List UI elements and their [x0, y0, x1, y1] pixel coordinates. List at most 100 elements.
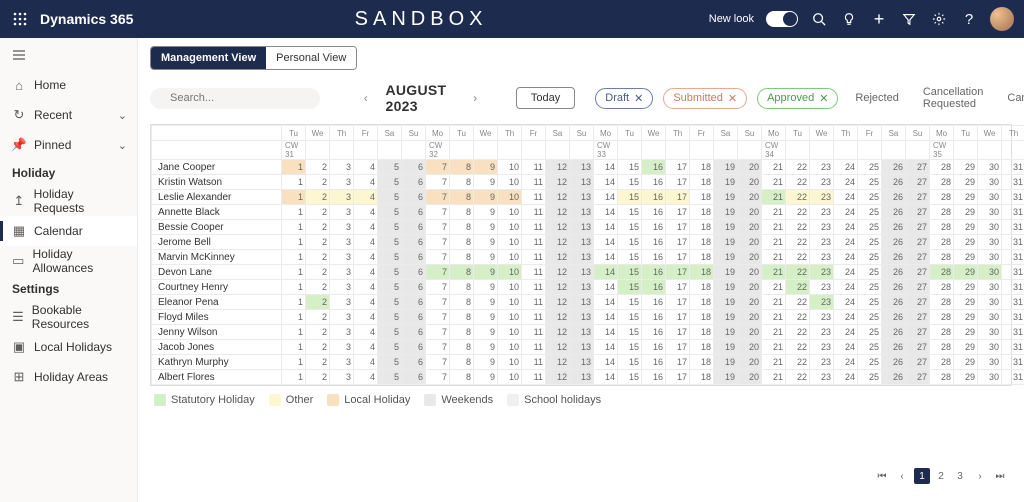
- day-cell[interactable]: 30: [978, 295, 1002, 310]
- day-cell[interactable]: 10: [498, 295, 522, 310]
- day-cell[interactable]: 19: [714, 265, 738, 280]
- filter-cancelled[interactable]: Cancelled: [1000, 88, 1024, 108]
- day-cell[interactable]: 9: [474, 280, 498, 295]
- day-cell[interactable]: 27: [906, 205, 930, 220]
- day-cell[interactable]: 17: [666, 205, 690, 220]
- day-cell[interactable]: 9: [474, 190, 498, 205]
- day-cell[interactable]: 7: [426, 355, 450, 370]
- day-cell[interactable]: 18: [690, 250, 714, 265]
- day-cell[interactable]: 31: [1002, 295, 1024, 310]
- day-cell[interactable]: 26: [882, 295, 906, 310]
- day-cell[interactable]: 4: [354, 280, 378, 295]
- day-cell[interactable]: 27: [906, 310, 930, 325]
- close-icon[interactable]: ✕: [634, 92, 643, 105]
- day-cell[interactable]: 11: [522, 325, 546, 340]
- day-cell[interactable]: 2: [306, 370, 330, 385]
- day-cell[interactable]: 3: [330, 370, 354, 385]
- day-cell[interactable]: 9: [474, 265, 498, 280]
- day-cell[interactable]: 5: [378, 160, 402, 175]
- day-cell[interactable]: 29: [954, 370, 978, 385]
- help-icon[interactable]: ?: [960, 10, 978, 28]
- day-cell[interactable]: 16: [642, 295, 666, 310]
- next-month-button[interactable]: ›: [469, 91, 480, 105]
- day-cell[interactable]: 29: [954, 325, 978, 340]
- day-cell[interactable]: 10: [498, 205, 522, 220]
- nav-holiday-allowances[interactable]: ▭Holiday Allowances: [0, 246, 137, 276]
- day-cell[interactable]: 7: [426, 280, 450, 295]
- day-cell[interactable]: 21: [762, 280, 786, 295]
- day-cell[interactable]: 3: [330, 250, 354, 265]
- day-cell[interactable]: 2: [306, 250, 330, 265]
- day-cell[interactable]: 20: [738, 220, 762, 235]
- day-cell[interactable]: 11: [522, 370, 546, 385]
- day-cell[interactable]: 15: [618, 190, 642, 205]
- day-cell[interactable]: 12: [546, 355, 570, 370]
- day-cell[interactable]: 30: [978, 220, 1002, 235]
- day-cell[interactable]: 16: [642, 235, 666, 250]
- day-cell[interactable]: 18: [690, 310, 714, 325]
- day-cell[interactable]: 5: [378, 190, 402, 205]
- day-cell[interactable]: 30: [978, 265, 1002, 280]
- day-cell[interactable]: 6: [402, 205, 426, 220]
- day-cell[interactable]: 11: [522, 340, 546, 355]
- day-cell[interactable]: 31: [1002, 220, 1024, 235]
- day-cell[interactable]: 15: [618, 280, 642, 295]
- day-cell[interactable]: 4: [354, 265, 378, 280]
- day-cell[interactable]: 8: [450, 175, 474, 190]
- day-cell[interactable]: 12: [546, 325, 570, 340]
- day-cell[interactable]: 15: [618, 370, 642, 385]
- day-cell[interactable]: 24: [834, 160, 858, 175]
- day-cell[interactable]: 6: [402, 370, 426, 385]
- day-cell[interactable]: 31: [1002, 370, 1024, 385]
- day-cell[interactable]: 23: [810, 325, 834, 340]
- day-cell[interactable]: 3: [330, 265, 354, 280]
- day-cell[interactable]: 9: [474, 175, 498, 190]
- day-cell[interactable]: 24: [834, 295, 858, 310]
- day-cell[interactable]: 5: [378, 280, 402, 295]
- day-cell[interactable]: 11: [522, 295, 546, 310]
- day-cell[interactable]: 12: [546, 220, 570, 235]
- day-cell[interactable]: 13: [570, 160, 594, 175]
- day-cell[interactable]: 28: [930, 175, 954, 190]
- nav-recent[interactable]: ↻Recent⌄: [0, 100, 137, 130]
- day-cell[interactable]: 19: [714, 325, 738, 340]
- day-cell[interactable]: 1: [282, 160, 306, 175]
- day-cell[interactable]: 17: [666, 295, 690, 310]
- day-cell[interactable]: 6: [402, 175, 426, 190]
- day-cell[interactable]: 19: [714, 280, 738, 295]
- day-cell[interactable]: 30: [978, 340, 1002, 355]
- day-cell[interactable]: 18: [690, 370, 714, 385]
- day-cell[interactable]: 20: [738, 160, 762, 175]
- pager-prev[interactable]: ‹: [894, 468, 910, 484]
- day-cell[interactable]: 29: [954, 205, 978, 220]
- day-cell[interactable]: 16: [642, 355, 666, 370]
- day-cell[interactable]: 6: [402, 325, 426, 340]
- day-cell[interactable]: 17: [666, 235, 690, 250]
- day-cell[interactable]: 22: [786, 265, 810, 280]
- day-cell[interactable]: 13: [570, 370, 594, 385]
- pager-next[interactable]: ›: [972, 468, 988, 484]
- day-cell[interactable]: 10: [498, 235, 522, 250]
- day-cell[interactable]: 27: [906, 325, 930, 340]
- day-cell[interactable]: 17: [666, 370, 690, 385]
- day-cell[interactable]: 27: [906, 175, 930, 190]
- day-cell[interactable]: 21: [762, 310, 786, 325]
- day-cell[interactable]: 3: [330, 235, 354, 250]
- day-cell[interactable]: 18: [690, 295, 714, 310]
- day-cell[interactable]: 10: [498, 190, 522, 205]
- day-cell[interactable]: 19: [714, 235, 738, 250]
- day-cell[interactable]: 26: [882, 160, 906, 175]
- day-cell[interactable]: 2: [306, 205, 330, 220]
- day-cell[interactable]: 9: [474, 160, 498, 175]
- day-cell[interactable]: 3: [330, 160, 354, 175]
- day-cell[interactable]: 29: [954, 175, 978, 190]
- day-cell[interactable]: 8: [450, 370, 474, 385]
- day-cell[interactable]: 2: [306, 175, 330, 190]
- day-cell[interactable]: 7: [426, 160, 450, 175]
- day-cell[interactable]: 26: [882, 175, 906, 190]
- day-cell[interactable]: 24: [834, 340, 858, 355]
- day-cell[interactable]: 19: [714, 370, 738, 385]
- day-cell[interactable]: 13: [570, 325, 594, 340]
- day-cell[interactable]: 9: [474, 340, 498, 355]
- day-cell[interactable]: 14: [594, 205, 618, 220]
